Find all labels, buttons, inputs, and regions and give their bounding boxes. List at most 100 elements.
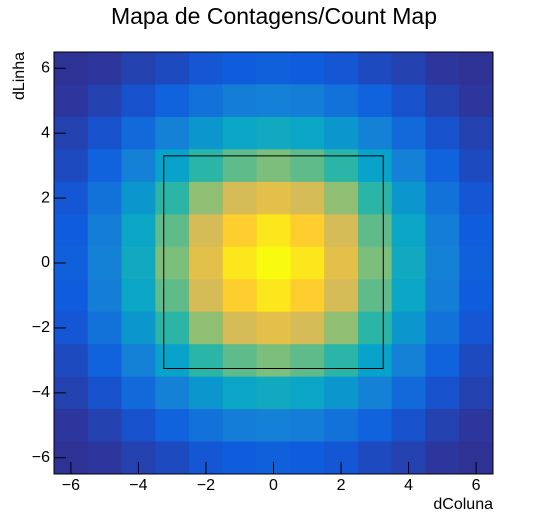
cell xyxy=(87,246,123,280)
cell xyxy=(121,344,156,378)
cell xyxy=(459,116,494,150)
cell xyxy=(54,344,89,378)
cell xyxy=(222,409,258,443)
cell xyxy=(290,441,325,475)
cell xyxy=(155,52,190,85)
x-axis-label: dColuna xyxy=(433,496,493,513)
y-tick-label: 2 xyxy=(41,189,50,206)
cell xyxy=(391,246,426,280)
cell xyxy=(391,409,426,443)
cell xyxy=(222,279,258,313)
y-axis-label: dLinha xyxy=(11,52,28,100)
cell xyxy=(121,279,156,313)
cell xyxy=(121,84,156,118)
cell xyxy=(155,84,190,118)
cell xyxy=(459,409,494,443)
cell xyxy=(459,279,494,313)
cell xyxy=(87,116,123,150)
cell xyxy=(290,52,325,85)
x-tick-label: 6 xyxy=(472,477,481,494)
cell xyxy=(391,279,426,313)
cell xyxy=(222,344,258,378)
cell xyxy=(189,214,224,248)
cell xyxy=(222,441,258,475)
cell xyxy=(222,246,258,280)
cell xyxy=(189,84,224,118)
cell xyxy=(155,214,190,248)
cell xyxy=(155,409,190,443)
cell xyxy=(324,149,359,183)
cell xyxy=(290,214,325,248)
cell xyxy=(290,279,325,313)
cell xyxy=(121,409,156,443)
cell xyxy=(222,52,258,85)
cell xyxy=(121,52,156,85)
x-tick-label: −4 xyxy=(129,477,147,494)
cell xyxy=(459,149,494,183)
cell xyxy=(459,344,494,378)
cell xyxy=(324,344,359,378)
cell xyxy=(459,246,494,280)
cell xyxy=(256,149,291,183)
cell xyxy=(425,376,460,410)
cell xyxy=(290,149,325,183)
cell xyxy=(459,311,494,345)
x-tick-label: 0 xyxy=(269,477,278,494)
cell xyxy=(357,116,393,150)
cell xyxy=(189,246,224,280)
y-tick-label: 0 xyxy=(41,254,50,271)
cell xyxy=(87,311,123,345)
cell xyxy=(189,279,224,313)
cell xyxy=(324,84,359,118)
cell xyxy=(256,246,291,280)
cell xyxy=(155,376,190,410)
cell xyxy=(425,311,460,345)
cell xyxy=(54,279,89,313)
cell xyxy=(256,311,291,345)
cell xyxy=(121,311,156,345)
cell xyxy=(290,376,325,410)
cell xyxy=(425,409,460,443)
y-tick-label: 6 xyxy=(41,59,50,76)
cell xyxy=(324,116,359,150)
cell xyxy=(459,376,494,410)
cell xyxy=(54,84,89,118)
cell xyxy=(391,84,426,118)
cell xyxy=(121,116,156,150)
cell xyxy=(357,84,393,118)
cell xyxy=(87,181,123,215)
cell xyxy=(155,279,190,313)
cell xyxy=(290,409,325,443)
cell xyxy=(425,214,460,248)
cell xyxy=(87,441,123,475)
cell xyxy=(189,149,224,183)
chart-title: Mapa de Contagens/Count Map xyxy=(111,3,437,29)
cell xyxy=(324,246,359,280)
cell xyxy=(54,214,89,248)
x-tick-label: −2 xyxy=(197,477,215,494)
cell xyxy=(324,214,359,248)
cell xyxy=(87,214,123,248)
cell xyxy=(357,52,393,85)
cell xyxy=(155,116,190,150)
cell xyxy=(391,344,426,378)
cell xyxy=(256,116,291,150)
cell xyxy=(357,376,393,410)
cell xyxy=(87,376,123,410)
cell xyxy=(459,52,494,85)
cell xyxy=(54,149,89,183)
cell xyxy=(256,279,291,313)
cell xyxy=(391,376,426,410)
cell xyxy=(357,246,393,280)
cell xyxy=(222,84,258,118)
cell xyxy=(459,84,494,118)
cell xyxy=(256,344,291,378)
cell xyxy=(290,246,325,280)
cell xyxy=(425,344,460,378)
x-tick-label: 4 xyxy=(404,477,413,494)
cell xyxy=(87,409,123,443)
cell xyxy=(357,441,393,475)
cell xyxy=(121,214,156,248)
y-tick-label: −2 xyxy=(32,319,50,336)
cell xyxy=(459,181,494,215)
